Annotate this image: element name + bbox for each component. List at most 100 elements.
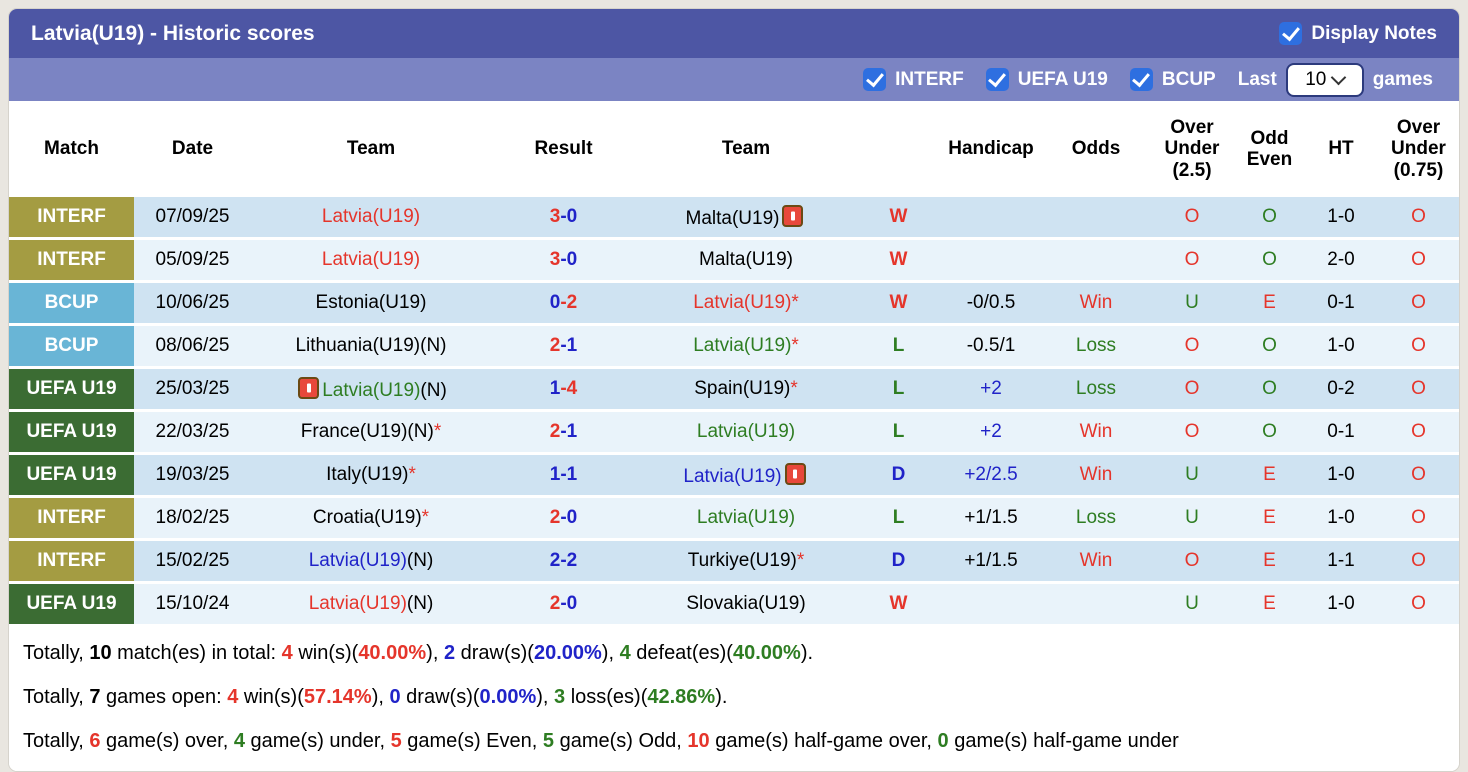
- summary-line: Totally, 10 match(es) in total: 4 win(s)…: [23, 642, 814, 664]
- league-badge: INTERF: [9, 541, 134, 584]
- away-team-cell: Malta(U19): [636, 240, 856, 283]
- filter-bar: INTERF UEFA U19 BCUP Last 10 games: [9, 58, 1459, 101]
- home-team-cell: Latvia(U19)(N): [251, 541, 491, 584]
- over-under-075-result: O: [1376, 369, 1459, 412]
- last-label: Last: [1237, 68, 1277, 90]
- odds-result: [1041, 197, 1151, 240]
- table-row: UEFA U19 19/03/25 Italy(U19)* 1-1 Latvia…: [9, 455, 1459, 498]
- team-name[interactable]: Malta(U19): [699, 249, 793, 270]
- team-name[interactable]: Malta(U19): [685, 207, 780, 229]
- league-badge: UEFA U19: [9, 455, 134, 498]
- team-name[interactable]: Lithuania(U19): [295, 335, 421, 356]
- team-name[interactable]: Slovakia(U19): [686, 593, 806, 614]
- odds-result: Win: [1041, 455, 1151, 498]
- half-time-score: 1-0: [1306, 326, 1376, 369]
- win-draw-loss: L: [856, 369, 941, 412]
- result-score: 1-1: [491, 455, 636, 498]
- checkbox-icon[interactable]: [1129, 68, 1153, 91]
- checkbox-icon[interactable]: [985, 68, 1009, 91]
- team-name[interactable]: Italy(U19): [326, 464, 409, 485]
- over-under-075-result: O: [1376, 412, 1459, 455]
- team-name[interactable]: Latvia(U19): [693, 335, 792, 356]
- filter-bcup[interactable]: BCUP: [1129, 68, 1216, 91]
- team-name[interactable]: France(U19): [300, 421, 408, 442]
- half-time-score: 1-0: [1306, 584, 1376, 627]
- note-icon: [782, 204, 804, 227]
- team-name[interactable]: Croatia(U19): [312, 507, 422, 528]
- team-name[interactable]: Spain(U19): [694, 378, 791, 399]
- home-team-cell: Italy(U19)*: [251, 455, 491, 498]
- result-score: 2-2: [491, 541, 636, 584]
- half-time-score: 1-0: [1306, 455, 1376, 498]
- team-name[interactable]: Turkiye(U19): [687, 550, 797, 571]
- team-name[interactable]: Latvia(U19): [693, 292, 792, 313]
- half-time-score: 0-1: [1306, 412, 1376, 455]
- col-header-over-under-25: Over Under (2.5): [1151, 101, 1233, 197]
- over-under-25-result: O: [1151, 240, 1233, 283]
- historic-scores-table: Match Date Team Result Team Handicap Odd…: [9, 101, 1459, 627]
- over-under-25-result: U: [1151, 498, 1233, 541]
- team-name[interactable]: Latvia(U19): [683, 465, 782, 487]
- win-draw-loss: W: [856, 584, 941, 627]
- col-header-date: Date: [134, 101, 251, 197]
- team-name[interactable]: Latvia(U19): [308, 550, 407, 571]
- league-badge: INTERF: [9, 240, 134, 283]
- odd-even-result: E: [1233, 498, 1306, 541]
- note-icon: [784, 462, 806, 485]
- team-name[interactable]: Latvia(U19): [696, 421, 796, 442]
- team-name[interactable]: Estonia(U19): [315, 292, 427, 313]
- col-header-team-home: Team: [251, 101, 491, 197]
- last-games-select[interactable]: 10: [1285, 62, 1364, 97]
- odds-result: Loss: [1041, 498, 1151, 541]
- home-team-cell: Lithuania(U19)(N): [251, 326, 491, 369]
- table-row: UEFA U19 25/03/25 Latvia(U19)(N) 1-4 Spa…: [9, 369, 1459, 412]
- match-date: 18/02/25: [134, 498, 251, 541]
- handicap-value: +2/2.5: [941, 455, 1041, 498]
- away-team-cell: Slovakia(U19): [636, 584, 856, 627]
- handicap-value: -0/0.5: [941, 283, 1041, 326]
- team-name[interactable]: Latvia(U19): [321, 206, 421, 227]
- team-name[interactable]: Latvia(U19): [696, 507, 796, 528]
- filter-uefa-u19[interactable]: UEFA U19: [985, 68, 1108, 91]
- col-header-result: Result: [491, 101, 636, 197]
- filter-label: INTERF: [895, 68, 964, 90]
- table-row: UEFA U19 22/03/25 France(U19)(N)* 2-1 La…: [9, 412, 1459, 455]
- chevron-down-icon: [1331, 69, 1347, 85]
- filter-label: UEFA U19: [1017, 68, 1108, 90]
- display-notes-toggle[interactable]: Display Notes: [1279, 22, 1437, 45]
- table-row: INTERF 15/02/25 Latvia(U19)(N) 2-2 Turki…: [9, 541, 1459, 584]
- away-team-cell: Latvia(U19): [636, 455, 856, 498]
- odd-even-result: O: [1233, 197, 1306, 240]
- home-team-cell: Latvia(U19)(N): [251, 584, 491, 627]
- over-under-25-result: U: [1151, 455, 1233, 498]
- win-draw-loss: W: [856, 240, 941, 283]
- team-name[interactable]: Latvia(U19): [308, 593, 407, 614]
- league-badge: UEFA U19: [9, 584, 134, 627]
- team-name[interactable]: Latvia(U19): [322, 379, 421, 401]
- display-notes-checkbox-icon[interactable]: [1279, 22, 1303, 45]
- match-date: 08/06/25: [134, 326, 251, 369]
- over-under-25-result: O: [1151, 412, 1233, 455]
- odd-even-result: E: [1233, 283, 1306, 326]
- summary-line: Totally, 7 games open: 4 win(s)(57.14%),…: [23, 686, 728, 708]
- checkbox-icon[interactable]: [863, 68, 887, 91]
- team-name[interactable]: Latvia(U19): [321, 249, 421, 270]
- half-time-score: 1-0: [1306, 197, 1376, 240]
- league-badge: UEFA U19: [9, 412, 134, 455]
- result-score: 0-2: [491, 283, 636, 326]
- league-badge: BCUP: [9, 326, 134, 369]
- handicap-value: [941, 240, 1041, 283]
- half-time-score: 0-2: [1306, 369, 1376, 412]
- over-under-25-result: U: [1151, 283, 1233, 326]
- result-score: 2-0: [491, 584, 636, 627]
- league-badge: INTERF: [9, 197, 134, 240]
- col-header-ht: HT: [1306, 101, 1376, 197]
- col-header-team-away: Team: [636, 101, 856, 197]
- table-row: INTERF 07/09/25 Latvia(U19) 3-0 Malta(U1…: [9, 197, 1459, 240]
- match-date: 05/09/25: [134, 240, 251, 283]
- col-header-handicap: Handicap: [941, 101, 1041, 197]
- filter-interf[interactable]: INTERF: [863, 68, 964, 91]
- away-team-cell: Turkiye(U19)*: [636, 541, 856, 584]
- over-under-075-result: O: [1376, 326, 1459, 369]
- result-score: 1-4: [491, 369, 636, 412]
